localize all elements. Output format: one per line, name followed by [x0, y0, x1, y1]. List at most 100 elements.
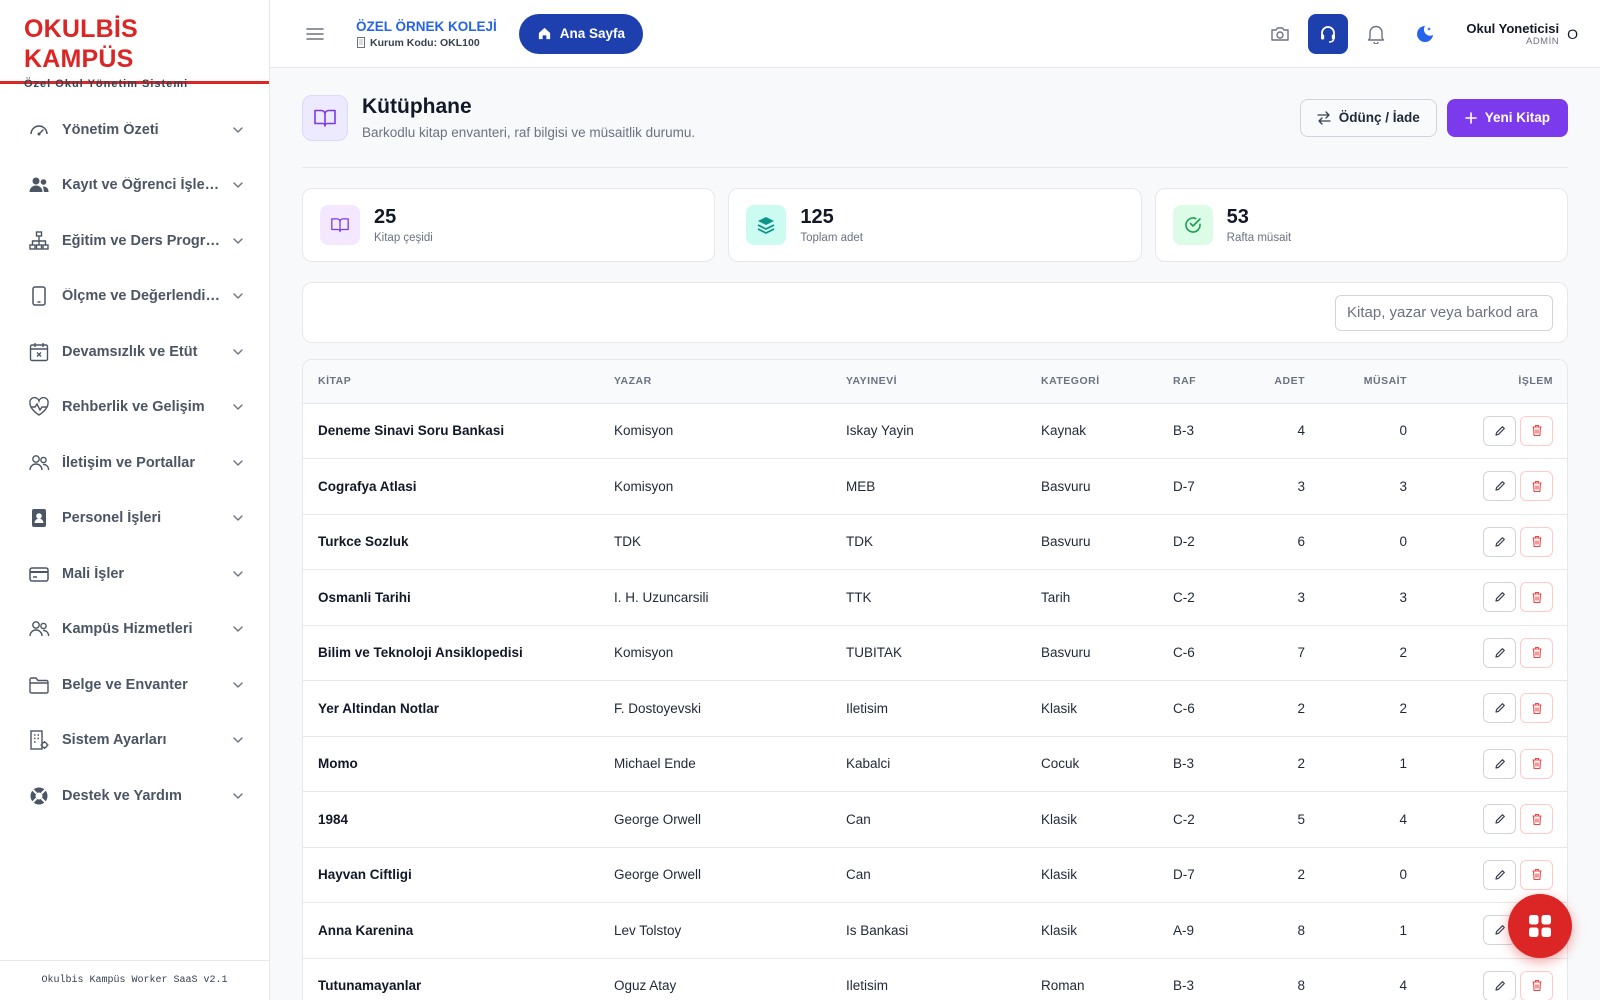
edit-button[interactable] [1483, 748, 1516, 779]
people-icon [28, 618, 50, 640]
table-row: 1984 George Orwell Can Klasik C-2 5 4 [303, 791, 1567, 848]
cell-actions [1407, 736, 1567, 792]
cell-book: Turkce Sozluk [303, 514, 614, 570]
cell-available: 2 [1305, 680, 1407, 737]
cell-category: Basvuru [1041, 458, 1173, 515]
loan-return-button[interactable]: Ödünç / İade [1299, 98, 1437, 137]
sidebar-item-label: Devamsızlık ve Etüt [62, 343, 198, 360]
home-button[interactable]: Ana Sayfa [518, 13, 644, 54]
sidebar-item-5[interactable]: Rehberlik ve Gelişim [0, 380, 269, 436]
cell-publisher: MEB [846, 458, 1041, 515]
user-info[interactable]: Okul Yoneticisi ADMİN [1466, 21, 1559, 47]
cell-publisher: Iletisim [846, 958, 1041, 1000]
delete-button[interactable] [1520, 637, 1553, 668]
cell-author: TDK [614, 514, 846, 570]
cell-count: 4 [1243, 403, 1305, 459]
delete-button[interactable] [1520, 471, 1553, 502]
edit-button[interactable] [1483, 637, 1516, 668]
chevron-down-icon [233, 460, 243, 466]
column-header-shelf[interactable]: RAF [1173, 360, 1243, 404]
edit-button[interactable] [1483, 970, 1516, 1000]
sidebar-item-1[interactable]: Kayıt ve Öğrenci İşlemleri [0, 158, 269, 214]
sidebar-item-0[interactable]: Yönetim Özeti [0, 102, 269, 158]
grid-icon [1529, 915, 1551, 937]
sidebar-item-label: Kayıt ve Öğrenci İşlemleri [62, 177, 223, 194]
apps-fab-button[interactable] [1508, 894, 1572, 958]
cell-actions [1407, 847, 1567, 903]
school-info: ÖZEL ÖRNEK KOLEJİ Kurum Kodu: OKL100 [356, 19, 497, 49]
sidebar-item-label: İletişim ve Portallar [62, 454, 195, 471]
cell-category: Klasik [1041, 791, 1173, 848]
sidebar-item-3[interactable]: Ölçme ve Değerlendirme [0, 269, 269, 325]
heart-pulse-icon [28, 396, 50, 418]
delete-button[interactable] [1520, 582, 1553, 613]
user-avatar-initial[interactable]: O [1567, 25, 1578, 42]
notifications-button[interactable] [1356, 14, 1396, 54]
cell-publisher: Is Bankasi [846, 902, 1041, 959]
delete-button[interactable] [1520, 970, 1553, 1000]
home-button-label: Ana Sayfa [559, 26, 626, 41]
sidebar-item-7[interactable]: Personel İşleri [0, 491, 269, 547]
menu-icon[interactable] [306, 27, 324, 41]
edit-button[interactable] [1483, 693, 1516, 724]
edit-button[interactable] [1483, 526, 1516, 557]
column-header-author[interactable]: YAZAR [614, 360, 846, 404]
cell-available: 3 [1305, 569, 1407, 626]
check-circle-icon [1172, 205, 1213, 245]
table-row: Bilim ve Teknoloji Ansiklopedisi Komisyon… [303, 625, 1567, 681]
sidebar: OKULBİS KAMPÜS Özel Okul Yönetim Sistemi… [0, 0, 270, 1000]
sidebar-item-6[interactable]: İletişim ve Portallar [0, 435, 269, 491]
sidebar-item-8[interactable]: Mali İşler [0, 546, 269, 602]
sidebar-item-9[interactable]: Kampüs Hizmetleri [0, 602, 269, 658]
theme-toggle-button[interactable] [1404, 14, 1444, 54]
column-header-count[interactable]: ADET [1243, 360, 1305, 404]
cell-shelf: D-7 [1173, 458, 1243, 515]
delete-button[interactable] [1520, 859, 1553, 890]
sidebar-item-10[interactable]: Belge ve Envanter [0, 657, 269, 713]
sidebar-item-4[interactable]: Devamsızlık ve Etüt [0, 324, 269, 380]
chevron-down-icon [233, 127, 243, 133]
column-header-category[interactable]: KATEGORİ [1041, 360, 1173, 404]
cell-count: 2 [1243, 680, 1305, 737]
table-row: Cografya Atlasi Komisyon MEB Basvuru D-7 3 3 [303, 458, 1567, 515]
trash-icon [1532, 980, 1541, 992]
sidebar-item-11[interactable]: Sistem Ayarları [0, 713, 269, 769]
edit-button[interactable] [1483, 415, 1516, 446]
delete-button[interactable] [1520, 748, 1553, 779]
table-row: Hayvan Ciftligi George Orwell Can Klasik D-7… [303, 847, 1567, 903]
cell-book: Cografya Atlasi [303, 458, 614, 515]
camera-button[interactable] [1260, 14, 1300, 54]
cell-author: Komisyon [614, 625, 846, 681]
column-header-publisher[interactable]: YAYINEVİ [846, 360, 1041, 404]
edit-button[interactable] [1483, 582, 1516, 613]
edit-button[interactable] [1483, 471, 1516, 502]
sidebar-item-2[interactable]: Eğitim ve Ders Programı [0, 213, 269, 269]
delete-button[interactable] [1520, 526, 1553, 557]
hierarchy-icon [28, 230, 50, 252]
sidebar-item-label: Sistem Ayarları [62, 732, 167, 749]
building-gear-icon [28, 729, 50, 751]
cell-category: Kaynak [1041, 403, 1173, 459]
swap-icon [1317, 110, 1331, 125]
tablet-icon [28, 285, 50, 307]
table-row: Deneme Sinavi Soru Bankasi Komisyon Iskay … [303, 403, 1567, 459]
cell-book: Hayvan Ciftligi [303, 847, 614, 903]
cell-available: 1 [1305, 902, 1407, 959]
cell-count: 6 [1243, 514, 1305, 570]
brand[interactable]: OKULBİS KAMPÜS Özel Okul Yönetim Sistemi [0, 0, 269, 90]
edit-button[interactable] [1483, 859, 1516, 890]
new-book-button[interactable]: Yeni Kitap [1446, 98, 1568, 137]
cell-publisher: Iskay Yayin [846, 403, 1041, 459]
column-header-book[interactable]: KİTAP [303, 360, 614, 404]
edit-button[interactable] [1483, 804, 1516, 835]
cell-category: Tarih [1041, 569, 1173, 626]
sidebar-item-label: Belge ve Envanter [62, 676, 188, 693]
search-input[interactable] [1335, 294, 1553, 331]
chevron-down-icon [233, 515, 243, 521]
support-button[interactable] [1308, 13, 1349, 54]
sidebar-item-12[interactable]: Destek ve Yardım [0, 768, 269, 824]
delete-button[interactable] [1520, 804, 1553, 835]
delete-button[interactable] [1520, 693, 1553, 724]
delete-button[interactable] [1520, 415, 1553, 446]
column-header-available[interactable]: MÜSAİT [1305, 360, 1407, 404]
